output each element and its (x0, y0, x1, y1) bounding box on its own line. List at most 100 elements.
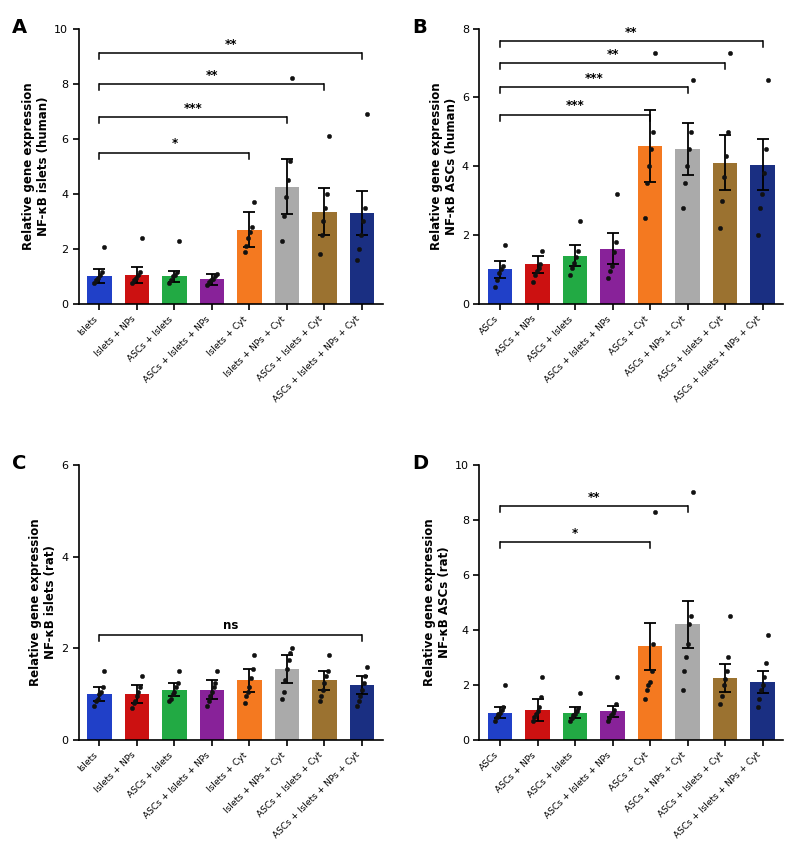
Point (319, 201, 332, 214)
Point (171, 266, 184, 279)
Bar (274, 669, 299, 740)
Point (714, 221, 726, 235)
Point (498, 238, 511, 252)
Point (361, 107, 374, 121)
Point (761, 74, 774, 87)
Point (530, 264, 543, 278)
Text: ***: *** (184, 101, 202, 115)
Point (574, 214, 586, 228)
Point (646, 125, 659, 139)
Text: **: ** (206, 69, 218, 81)
Point (564, 267, 577, 281)
Point (163, 694, 176, 708)
Point (755, 187, 768, 201)
Point (278, 685, 290, 698)
Point (641, 177, 654, 190)
Point (753, 692, 766, 705)
Point (751, 700, 764, 714)
Point (761, 628, 774, 642)
Text: **: ** (625, 26, 638, 39)
Point (130, 690, 143, 704)
Y-axis label: Relative gene expression
NF-κB ASCs (rat): Relative gene expression NF-κB ASCs (rat… (422, 518, 450, 686)
Y-axis label: Relative gene expression
NF-κB islets (rat): Relative gene expression NF-κB islets (r… (29, 518, 57, 686)
Bar (238, 680, 262, 740)
Point (127, 273, 140, 287)
Point (646, 664, 658, 678)
Point (566, 711, 578, 725)
Point (96, 680, 109, 694)
Point (129, 694, 142, 708)
Point (647, 637, 660, 650)
Point (498, 678, 511, 692)
Point (207, 680, 220, 694)
Point (567, 709, 580, 722)
Bar (638, 146, 662, 304)
Point (171, 676, 184, 690)
Point (606, 259, 618, 273)
Text: *: * (171, 137, 178, 150)
Point (91, 692, 104, 705)
Point (353, 242, 366, 255)
Point (531, 704, 544, 718)
Point (686, 485, 699, 499)
Point (135, 669, 148, 683)
Text: *: * (572, 527, 578, 540)
Point (283, 154, 296, 168)
Point (357, 214, 370, 228)
Point (570, 704, 583, 718)
Text: ***: *** (585, 72, 603, 85)
Point (245, 671, 258, 685)
Point (315, 690, 328, 704)
Bar (238, 230, 262, 304)
Point (90, 694, 102, 708)
Point (758, 166, 770, 180)
Point (248, 195, 261, 209)
Bar (312, 212, 337, 304)
Point (490, 710, 503, 723)
Point (526, 714, 539, 728)
Point (682, 142, 695, 156)
Point (246, 662, 259, 676)
Text: A: A (12, 18, 27, 37)
Point (603, 711, 616, 725)
Bar (125, 694, 149, 740)
Point (248, 648, 261, 662)
Point (210, 664, 223, 678)
Bar (125, 275, 149, 304)
Point (169, 268, 182, 282)
Point (94, 685, 107, 698)
Point (678, 664, 690, 678)
Point (717, 678, 730, 692)
Point (240, 690, 253, 704)
Point (352, 694, 365, 708)
Point (243, 680, 256, 694)
Point (350, 253, 363, 267)
Point (759, 142, 772, 156)
Bar (675, 625, 700, 740)
Point (354, 690, 366, 704)
Point (131, 268, 144, 282)
Point (568, 255, 581, 269)
Bar (312, 680, 337, 740)
Point (714, 698, 726, 711)
Bar (675, 149, 700, 304)
Point (497, 259, 510, 273)
Point (88, 277, 101, 291)
Point (686, 74, 699, 87)
Point (490, 273, 503, 286)
Point (720, 149, 733, 163)
Point (134, 680, 146, 694)
Point (680, 159, 693, 173)
Point (210, 267, 223, 280)
Text: D: D (413, 454, 429, 473)
Point (246, 220, 258, 234)
Point (492, 707, 505, 721)
Point (201, 698, 214, 712)
Point (611, 670, 624, 684)
Point (639, 692, 652, 705)
Point (163, 277, 176, 291)
Bar (750, 682, 775, 740)
Point (168, 685, 181, 698)
Point (244, 225, 257, 239)
Point (570, 250, 582, 264)
